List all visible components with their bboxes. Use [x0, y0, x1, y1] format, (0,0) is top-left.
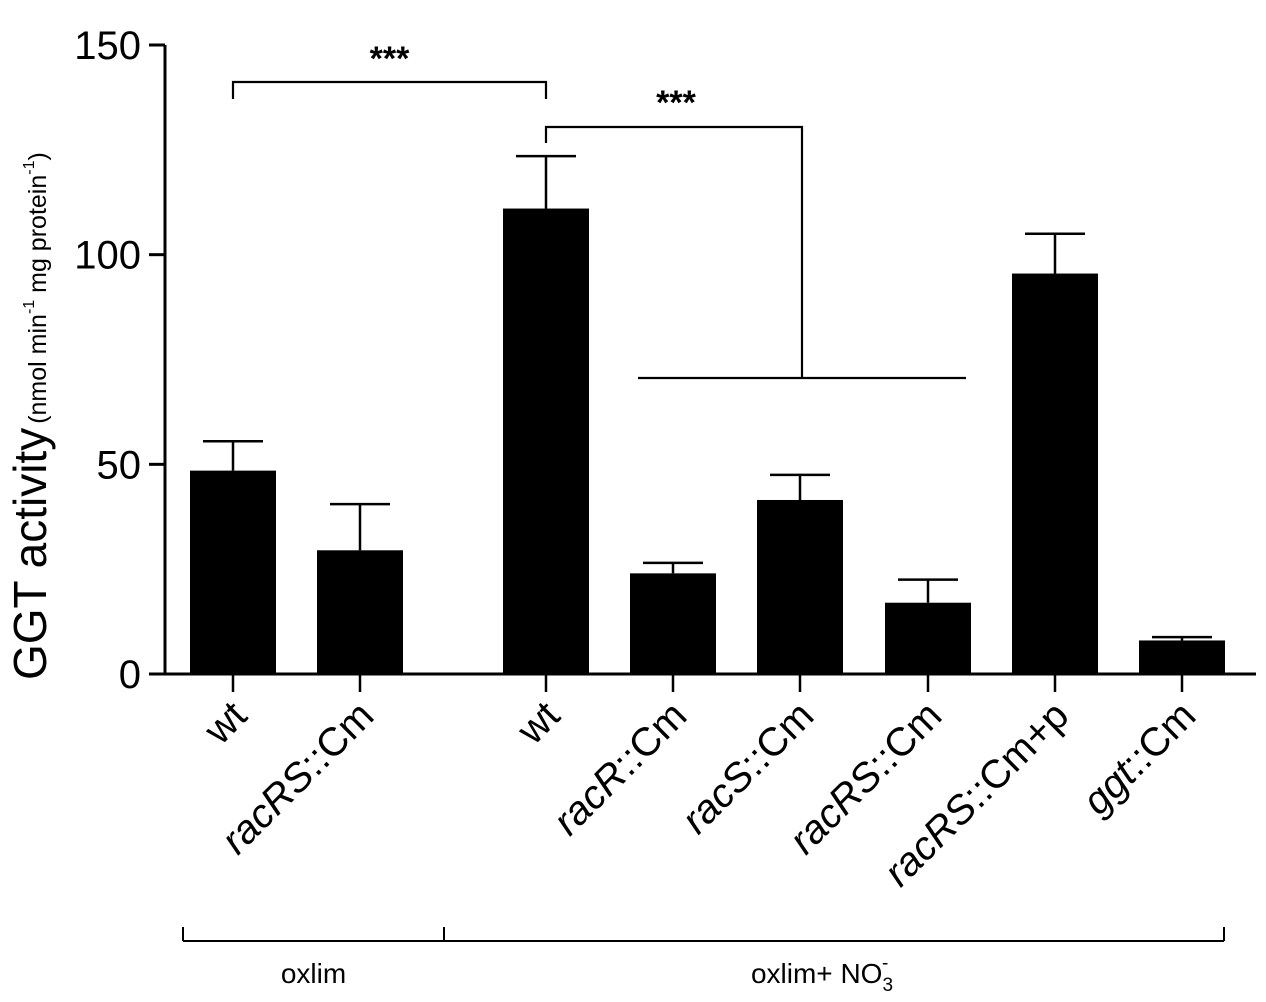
- bar: [190, 470, 276, 674]
- significance-brackets: *** ***: [231, 40, 966, 380]
- y-axis-title-unit-exp2: -1: [21, 160, 38, 174]
- x-tick-label: wt: [508, 693, 568, 753]
- bar: [503, 208, 589, 675]
- group-label: oxlim: [281, 958, 346, 989]
- x-tick-label: racR::Cm: [545, 693, 696, 844]
- significance-bracket: [544, 125, 804, 378]
- y-axis-title-unit-exp1: -1: [21, 300, 38, 314]
- significance-label: ***: [656, 84, 696, 122]
- y-axis-title-main: GGT activity: [4, 428, 56, 680]
- significance-bracket: [231, 80, 548, 99]
- y-axis-title: GGT activity(nmol min-1 mg protein-1): [4, 152, 56, 680]
- bar: [757, 499, 843, 674]
- x-tick-label-italic: racRS: [781, 753, 891, 863]
- group-label-text: oxlim: [281, 958, 346, 989]
- x-tick-label-italic: racRS: [876, 785, 986, 895]
- group-label-subscript: 3: [882, 975, 893, 996]
- x-tick-label-rest: wt: [195, 693, 255, 753]
- x-tick-label: wt: [195, 693, 255, 753]
- group-label: oxlim+ NO3-: [751, 953, 893, 996]
- bar: [317, 550, 403, 674]
- bar: [1139, 640, 1225, 674]
- y-tick-label: 50: [97, 443, 142, 487]
- x-tick-label-rest: wt: [508, 693, 568, 753]
- group-label-text: oxlim+ NO: [751, 958, 882, 989]
- y-tick-label: 0: [119, 653, 141, 697]
- x-tick-label-rest: ::Cm+p: [954, 693, 1077, 816]
- bar: [1012, 273, 1098, 674]
- y-tick-label: 150: [74, 24, 141, 68]
- bar: [885, 602, 971, 674]
- bars: [190, 154, 1225, 692]
- significance-label: ***: [370, 40, 410, 78]
- x-tick-label: ggt::Cm: [1074, 693, 1204, 823]
- group-labels: oxlim oxlim+ NO3-: [182, 927, 1225, 996]
- y-axis-title-unit-open: (nmol min: [24, 314, 52, 424]
- group-label-superscript: -: [882, 953, 888, 974]
- x-tick-label-italic: racRS: [213, 753, 323, 863]
- bar: [630, 573, 716, 674]
- y-axis-title-unit-mid: mg protein: [24, 175, 52, 300]
- y-axis-title-unit-close: ): [24, 152, 52, 160]
- y-tick-label: 100: [74, 234, 141, 278]
